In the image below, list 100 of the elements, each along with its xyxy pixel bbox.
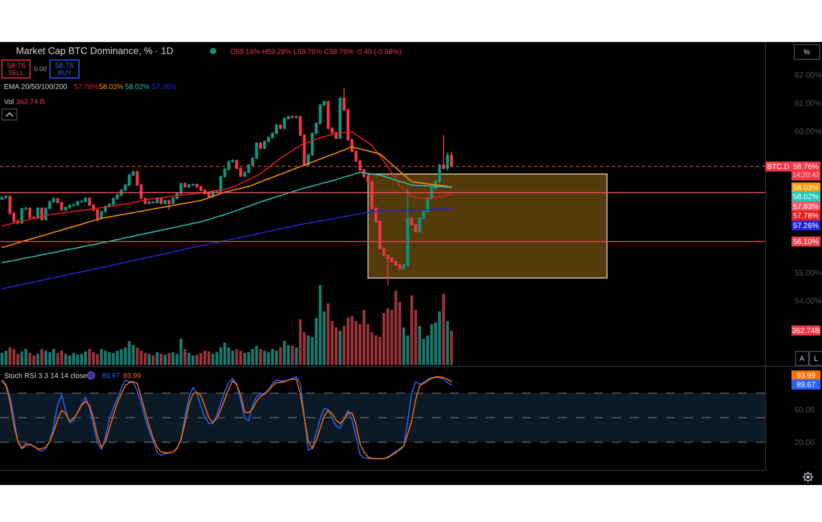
bar: [267, 352, 270, 365]
bar: [60, 350, 64, 365]
line-series: [1, 146, 452, 248]
bar: [184, 349, 186, 365]
bar: [275, 350, 278, 365]
bar: [259, 349, 262, 365]
bar: [168, 353, 170, 365]
bar: [450, 330, 453, 365]
candlestick: [326, 100, 330, 130]
bar: [251, 349, 254, 365]
line-series: [1, 208, 452, 290]
bar: [290, 346, 294, 365]
bar: [255, 346, 258, 365]
bar: [207, 351, 210, 365]
bar: [298, 319, 302, 365]
candlestick: [338, 96, 342, 140]
bar: [20, 351, 24, 365]
candlestick: [88, 196, 91, 207]
bar: [104, 350, 107, 365]
bar: [442, 294, 445, 365]
y-tick-label: 20.00: [794, 438, 816, 448]
bar: [374, 335, 378, 365]
bar: [160, 354, 163, 365]
bar: [76, 354, 79, 365]
y-tick-label: 60.00: [794, 405, 816, 414]
bar: [271, 349, 274, 365]
bar: [386, 308, 390, 365]
candlestick: [60, 201, 64, 212]
bar: [418, 326, 422, 365]
bar: [68, 355, 72, 365]
bar: [247, 352, 250, 365]
bar: [203, 350, 206, 365]
candlestick: [394, 260, 398, 267]
bar: [4, 350, 8, 365]
candlestick: [263, 140, 266, 150]
candlestick: [80, 200, 84, 204]
bar: [148, 354, 151, 365]
bar: [164, 354, 167, 365]
bar: [12, 349, 16, 365]
bar: [24, 349, 28, 365]
candlestick: [446, 152, 449, 172]
bar: [92, 352, 95, 365]
candlestick: [172, 196, 175, 206]
bar: [286, 345, 290, 365]
bar: [446, 321, 449, 365]
y-tick-label: 61.00%: [794, 98, 822, 108]
bar: [326, 303, 330, 365]
y-tick-label: 55.00%: [794, 268, 822, 278]
candlestick: [199, 185, 202, 192]
bar: [108, 352, 111, 365]
bar: [282, 341, 286, 365]
y-tick-label: 62.00%: [794, 70, 822, 80]
candlestick: [187, 183, 190, 188]
candlestick: [294, 114, 298, 119]
bar: [430, 324, 434, 365]
bar: [362, 310, 366, 365]
candlestick: [152, 200, 155, 204]
candlestick: [64, 206, 68, 212]
candlestick: [274, 123, 278, 135]
candlestick: [96, 208, 99, 222]
bar: [191, 355, 194, 365]
bar: [263, 350, 266, 365]
candlestick: [28, 206, 32, 220]
bar: [28, 353, 32, 365]
bar: [350, 316, 354, 365]
candlestick: [180, 182, 182, 196]
bar: [294, 347, 298, 365]
bar: [100, 349, 103, 365]
candlestick: [168, 199, 171, 210]
candlestick: [290, 115, 294, 119]
candlestick: [207, 192, 210, 198]
candlestick: [195, 183, 198, 188]
bar: [80, 354, 83, 365]
bar: [195, 354, 198, 365]
candlestick: [0, 196, 4, 201]
candlestick: [72, 203, 76, 208]
candlestick: [84, 196, 87, 203]
bar: [279, 347, 282, 365]
y-tick-label: 60.00%: [794, 127, 822, 136]
candlestick: [68, 204, 72, 210]
candlestick: [148, 200, 151, 206]
bar: [84, 351, 87, 365]
candlestick: [160, 196, 163, 206]
bar: [64, 354, 68, 365]
bar: [156, 352, 159, 365]
bar: [239, 350, 242, 365]
bar: [243, 353, 246, 365]
chart-title: Market Cap BTC Dominance, % · 1D: [16, 46, 174, 57]
bar: [116, 350, 119, 365]
candlestick: [76, 200, 80, 206]
bar: [72, 353, 76, 365]
bar: [180, 338, 182, 365]
bar: [112, 353, 115, 365]
bar: [199, 353, 202, 365]
candlestick: [278, 124, 282, 130]
bar: [188, 353, 190, 365]
bar: [88, 349, 91, 365]
line-series: [1, 172, 452, 264]
candlestick: [183, 182, 186, 188]
candlestick: [20, 207, 24, 225]
